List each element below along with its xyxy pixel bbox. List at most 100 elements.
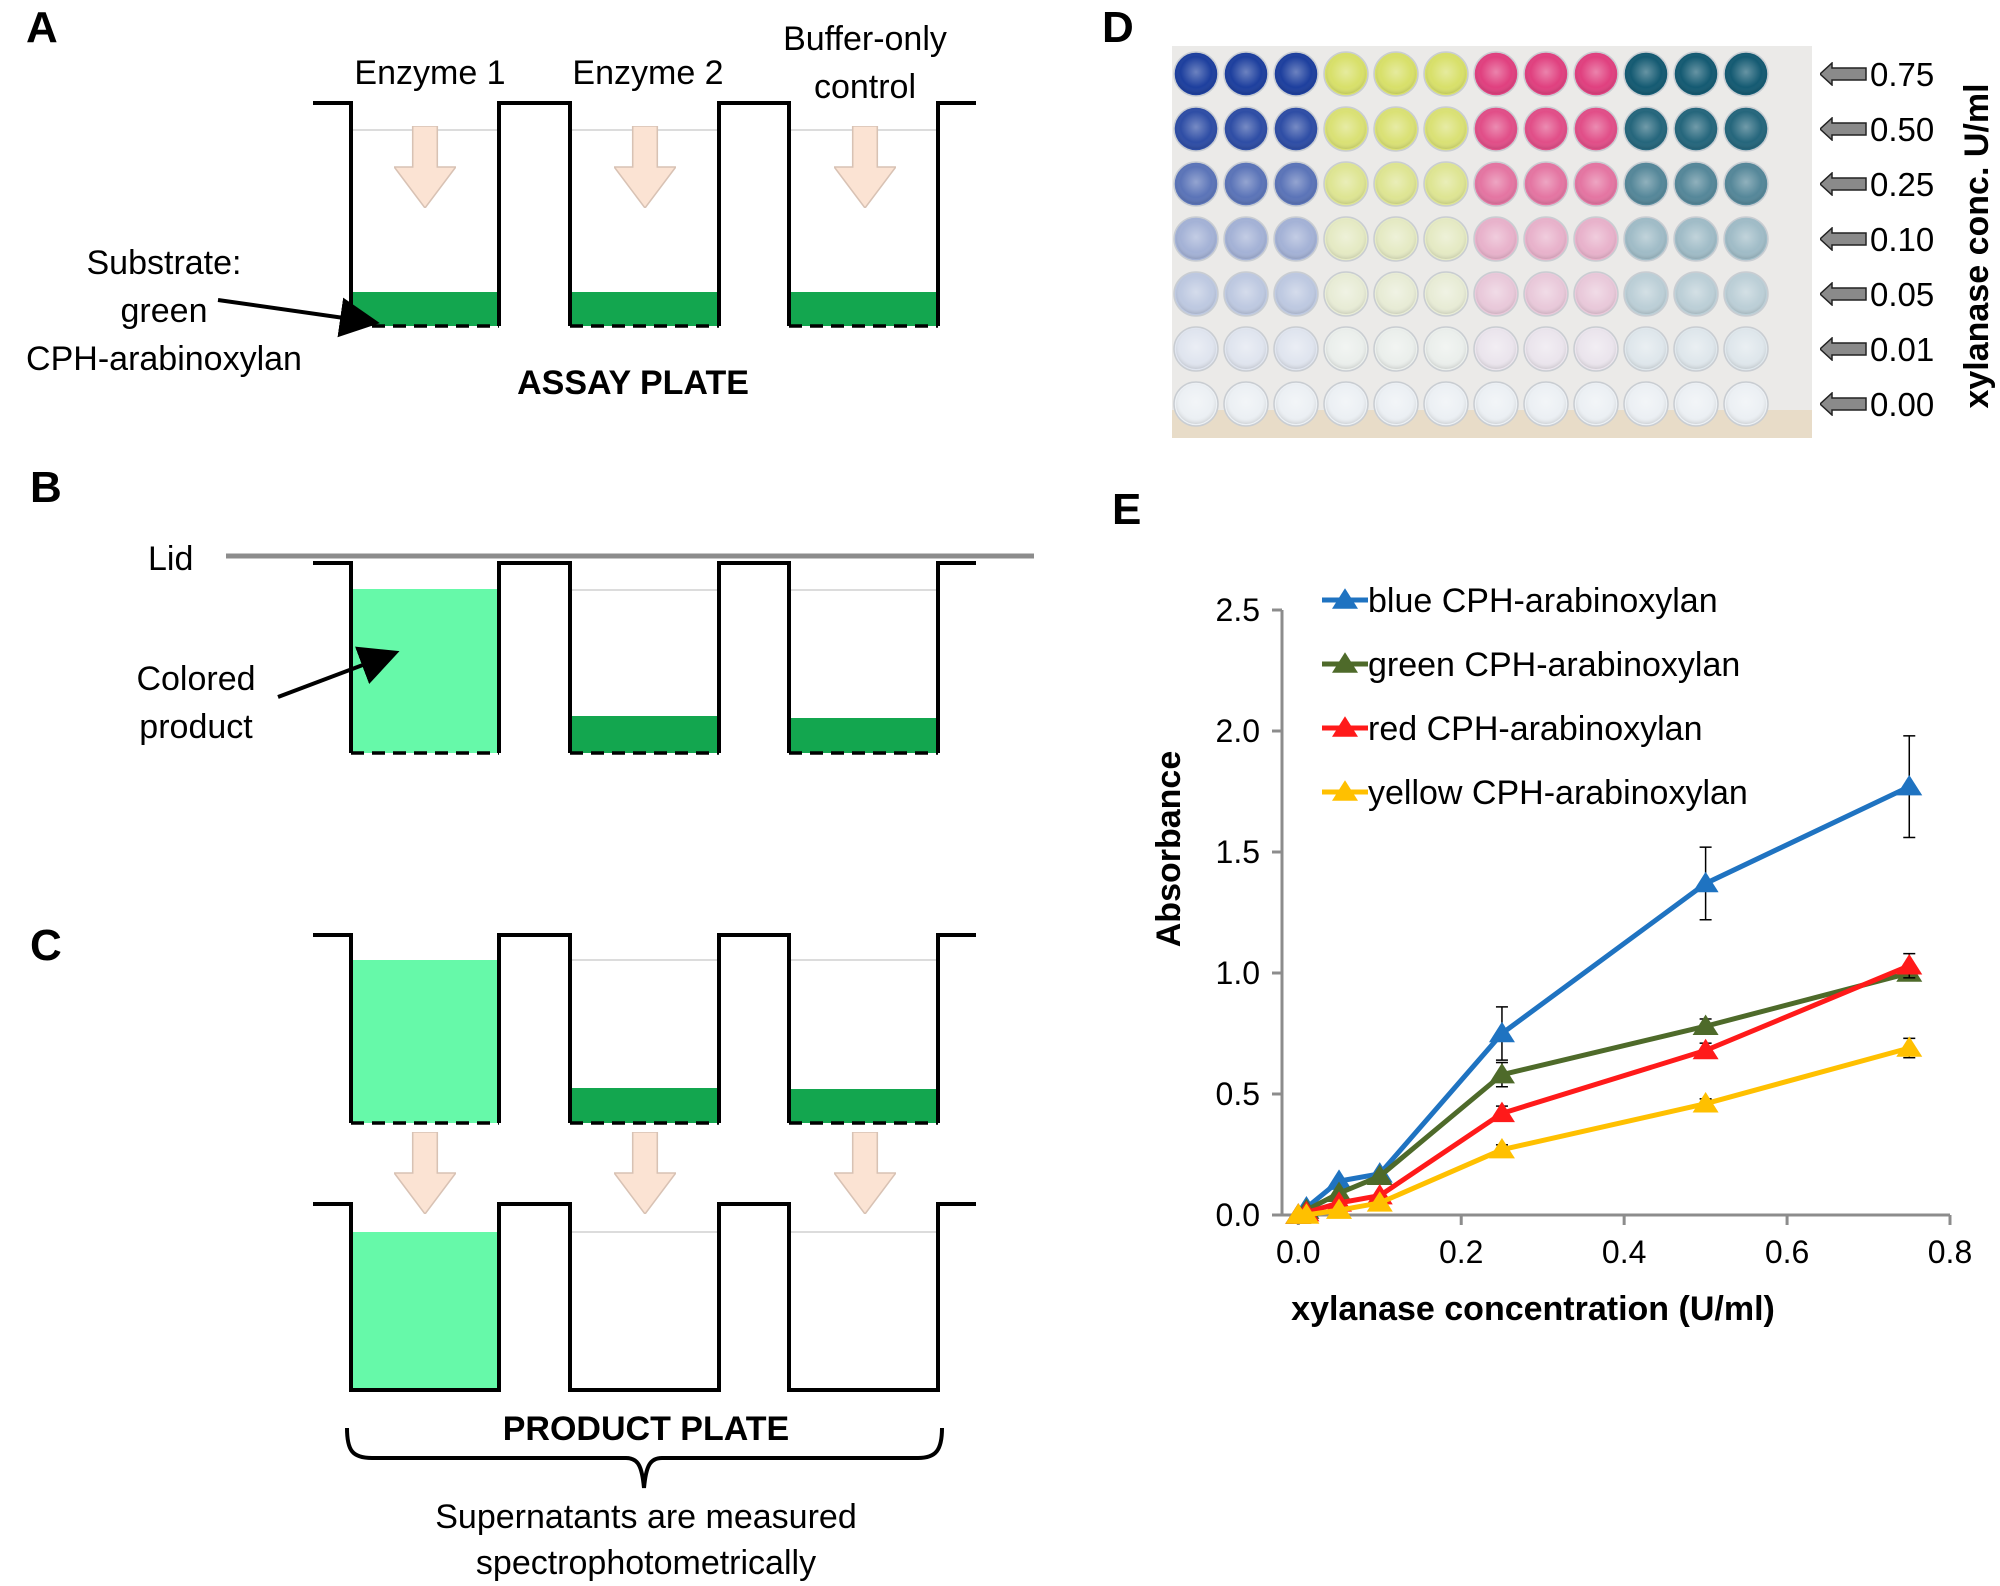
well-highlight	[1226, 54, 1266, 94]
plate-outline	[313, 933, 976, 1123]
legend-item: green CPH-arabinoxylan	[1322, 646, 1740, 684]
down-arrow-icon	[394, 126, 456, 208]
control-label-line1: Buffer-only	[783, 20, 947, 58]
well-highlight	[1176, 384, 1216, 424]
well-highlight	[1476, 329, 1516, 369]
well-highlight	[1526, 54, 1566, 94]
well-highlight	[1626, 219, 1666, 259]
well-highlight	[1276, 219, 1316, 259]
well-highlight	[1326, 384, 1366, 424]
down-arrow-icon	[394, 1132, 456, 1214]
data-point-marker	[1366, 1164, 1393, 1186]
well-highlight	[1376, 274, 1416, 314]
well-highlight	[1676, 54, 1716, 94]
concentration-axis-label: xylanase conc. U/ml	[1958, 83, 1996, 408]
well-highlight	[1676, 329, 1716, 369]
substrate-label-line1: Substrate:	[87, 244, 242, 282]
well-highlight	[1726, 109, 1766, 149]
well-highlight	[1176, 109, 1216, 149]
left-arrow-icon	[1820, 117, 1867, 141]
well-highlight	[1726, 384, 1766, 424]
assay-plate-b	[313, 561, 976, 755]
x-tick-label: 0.8	[1928, 1234, 1972, 1270]
well-highlight	[1476, 54, 1516, 94]
y-tick-label: 2.5	[1216, 592, 1260, 628]
well-highlight	[1526, 109, 1566, 149]
well-highlight	[1426, 219, 1466, 259]
well-highlight	[1676, 384, 1716, 424]
well-highlight	[1176, 164, 1216, 204]
data-point-marker	[1488, 1021, 1515, 1043]
y-tick-label: 1.0	[1216, 955, 1260, 991]
series-3	[1285, 1036, 1923, 1224]
assay-plate-a	[313, 101, 976, 328]
series-line	[1297, 963, 1911, 1218]
substrate-layer-well-2	[572, 716, 717, 753]
chart-axes: 0.0 0.5 1.0 1.5 2.0 2.5 0.0 0.2 0.4 0.6 0.8	[1216, 592, 1973, 1270]
legend-marker	[1332, 780, 1358, 801]
well-highlight	[1726, 54, 1766, 94]
well-highlight	[1626, 54, 1666, 94]
well-highlight	[1326, 164, 1366, 204]
legend-item: red CPH-arabinoxylan	[1322, 710, 1703, 748]
data-point-marker	[1692, 1014, 1719, 1036]
well-highlight	[1676, 109, 1716, 149]
plate-outline	[313, 101, 976, 326]
assay-plate-label: ASSAY PLATE	[517, 364, 749, 402]
left-arrow-icon	[1820, 337, 1867, 361]
concentration-label: 0.00	[1870, 386, 1934, 423]
control-label-line2: control	[814, 68, 916, 106]
well-highlight	[1276, 109, 1316, 149]
well-highlight	[1476, 384, 1516, 424]
concentration-label: 0.05	[1870, 276, 1934, 313]
well-highlight	[1526, 164, 1566, 204]
well-highlight	[1226, 329, 1266, 369]
well-highlight	[1526, 329, 1566, 369]
lid-label: Lid	[148, 540, 193, 578]
product-plate-label: PRODUCT PLATE	[503, 1410, 789, 1448]
well-highlight	[1276, 164, 1316, 204]
well-highlight	[1476, 219, 1516, 259]
panel-letter-b: B	[30, 463, 62, 512]
data-point-marker	[1326, 1169, 1353, 1190]
data-point-marker	[1692, 871, 1719, 893]
y-axis-title: Absorbance	[1150, 751, 1188, 948]
left-arrow-icon	[1820, 392, 1867, 416]
chart-legend: blue CPH-arabinoxylan green CPH-arabinoxy…	[1322, 582, 1748, 812]
data-point-marker	[1896, 774, 1923, 796]
series-line	[1296, 784, 1911, 1217]
well-highlight	[1676, 274, 1716, 314]
well-highlight	[1476, 164, 1516, 204]
well-highlight	[1226, 219, 1266, 259]
well-highlight	[1326, 329, 1366, 369]
x-axis-title: xylanase concentration (U/ml)	[1291, 1290, 1775, 1328]
data-point-marker	[1293, 1203, 1320, 1224]
well-highlight	[1526, 384, 1566, 424]
well-highlight	[1276, 54, 1316, 94]
well-highlight	[1326, 109, 1366, 149]
legend-marker	[1332, 716, 1358, 737]
well-highlight	[1176, 329, 1216, 369]
data-point-marker	[1488, 1137, 1515, 1159]
well-highlight	[1626, 164, 1666, 204]
panel-letter-d: D	[1102, 3, 1134, 52]
legend-label: green CPH-arabinoxylan	[1368, 646, 1740, 684]
x-tick-label: 0.4	[1602, 1234, 1646, 1270]
collected-product-well-1	[353, 1232, 497, 1390]
substrate-layer-well-1	[353, 292, 497, 326]
well-highlight	[1426, 54, 1466, 94]
well-highlight	[1376, 384, 1416, 424]
measure-note-line2: spectrophotometrically	[476, 1544, 816, 1582]
colored-product-well-1	[353, 960, 497, 1123]
legend-label: blue CPH-arabinoxylan	[1368, 582, 1718, 620]
legend-label: yellow CPH-arabinoxylan	[1368, 774, 1748, 812]
well-highlight	[1376, 109, 1416, 149]
concentration-labels: 0.75 0.50 0.25 0.10 0.05 0.01 0.00	[1820, 56, 1934, 423]
well-highlight	[1626, 109, 1666, 149]
data-point-marker	[1692, 1091, 1719, 1113]
left-arrow-icon	[1820, 282, 1867, 306]
data-point-marker	[1488, 1062, 1515, 1084]
down-arrow-icon	[834, 126, 896, 208]
data-point-marker	[1692, 1038, 1719, 1060]
